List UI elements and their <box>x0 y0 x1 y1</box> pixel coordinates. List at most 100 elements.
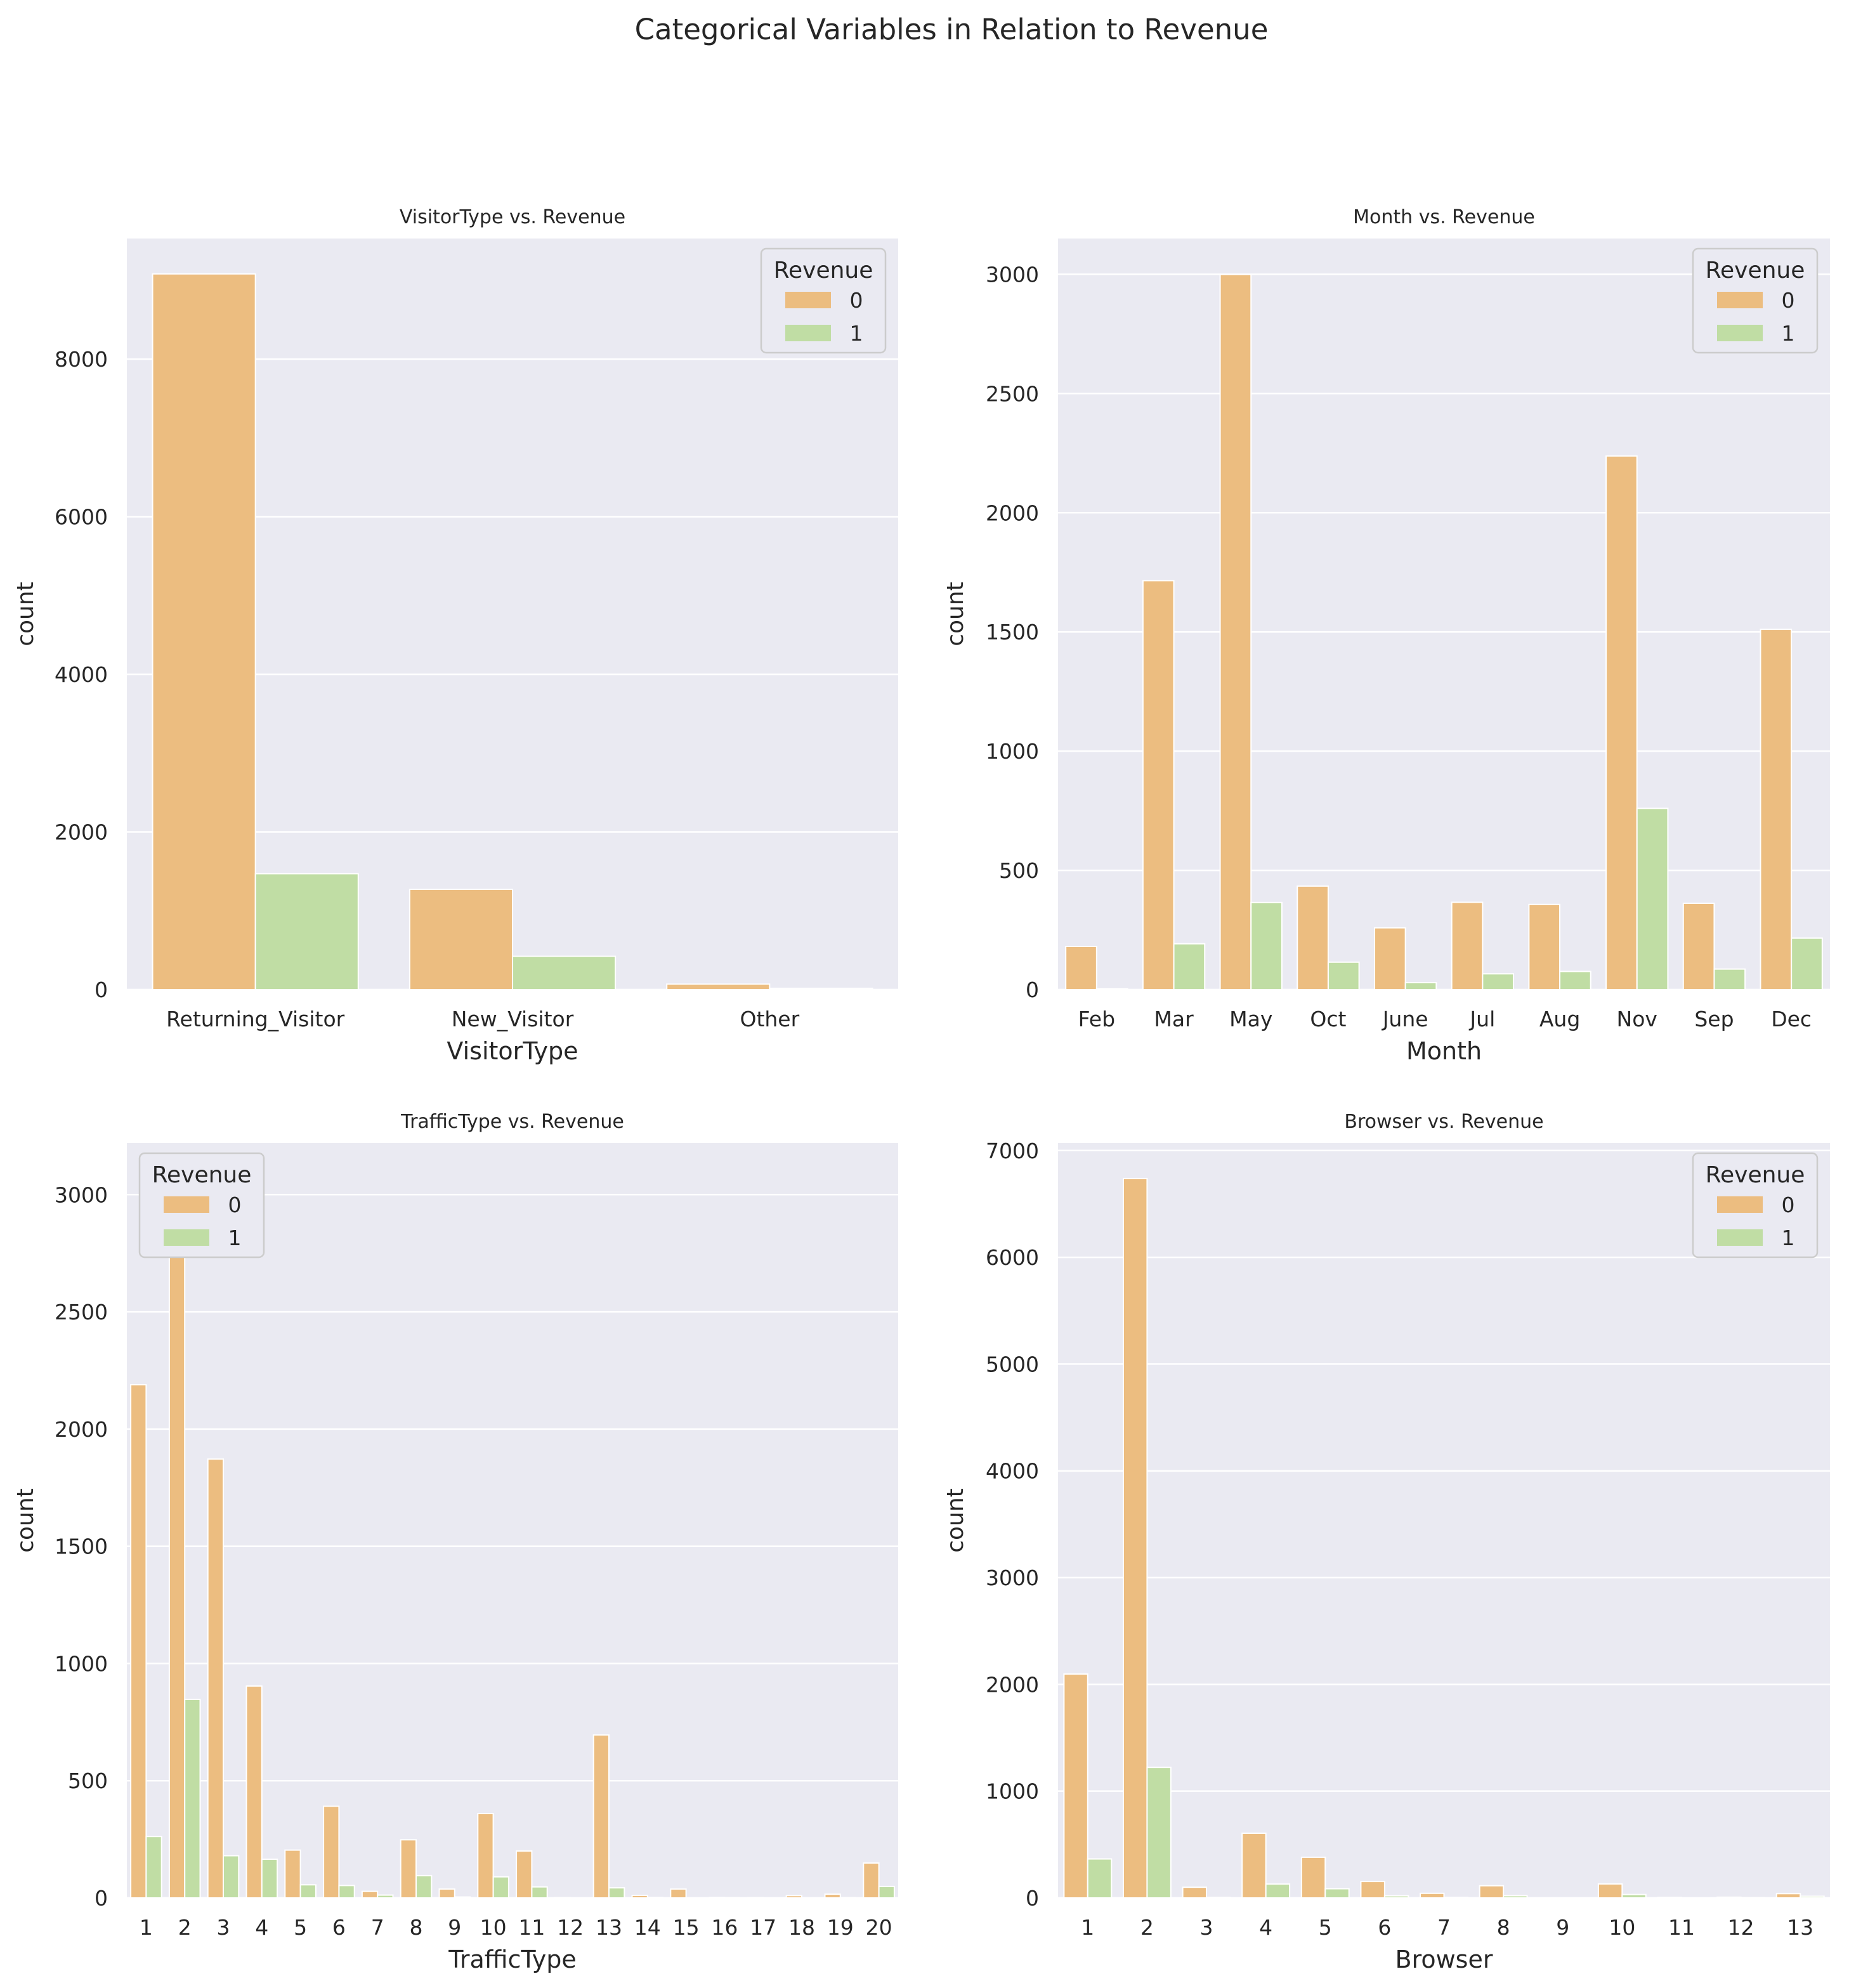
month-ytick-label: 1000 <box>986 739 1039 764</box>
traffictype-bar-revenue-1 <box>299 1884 317 1899</box>
browser-bar-revenue-0 <box>1657 1897 1682 1899</box>
legend-label-revenue-0: 0 <box>228 1193 242 1217</box>
browser-bar-revenue-1 <box>1503 1895 1528 1899</box>
month-bar-revenue-1 <box>1559 971 1591 990</box>
browser-xtick-label: 11 <box>1668 1915 1695 1940</box>
traffictype-bar-revenue-1 <box>878 1885 895 1899</box>
traffictype-ytick-label: 1000 <box>55 1651 108 1676</box>
legend-label-revenue-0: 0 <box>1782 1193 1795 1217</box>
traffictype-xtick-label: 9 <box>448 1915 461 1940</box>
traffictype-ytick-label: 1500 <box>55 1534 108 1559</box>
visitortype-legend: Revenue 0 1 <box>760 247 887 354</box>
browser-bar-revenue-1 <box>1206 1897 1231 1899</box>
month-xtick-label: Nov <box>1617 1007 1657 1031</box>
figure-suptitle: Categorical Variables in Relation to Rev… <box>635 13 1269 46</box>
legend-title: Revenue <box>774 258 873 284</box>
traffictype-bar-revenue-1 <box>223 1855 240 1899</box>
month-xtick-label: Aug <box>1539 1007 1580 1031</box>
traffictype-bar-revenue-0 <box>785 1895 803 1899</box>
month-bar-revenue-0 <box>1219 273 1252 990</box>
browser-ytick-label: 6000 <box>986 1245 1039 1270</box>
month-xtick-label: Dec <box>1771 1007 1812 1031</box>
traffictype-xtick-label: 14 <box>634 1915 661 1940</box>
browser-xtick-label: 13 <box>1787 1915 1813 1940</box>
visitortype-bar-revenue-0 <box>408 888 513 990</box>
traffictype-title: TrafficType vs. Revenue <box>400 1111 624 1133</box>
traffictype-bar-revenue-1 <box>145 1836 162 1899</box>
traffictype-bar-revenue-0 <box>361 1890 379 1899</box>
traffictype-bar-revenue-1 <box>377 1894 394 1899</box>
visitortype-bar-revenue-0 <box>666 983 771 990</box>
month-ytick-label: 0 <box>1026 978 1039 1002</box>
legend-swatch-revenue-1 <box>785 325 831 341</box>
traffictype-ytick-label: 500 <box>68 1769 108 1793</box>
browser-bar-revenue-0 <box>1182 1887 1208 1899</box>
month-ytick-label: 3000 <box>986 262 1039 287</box>
month-bar-revenue-1 <box>1404 982 1437 991</box>
subplot-month: 0 500 1000 1500 2000 2500 3000 Feb Mar May Oct June… <box>943 206 1830 1065</box>
legend-swatch-revenue-1 <box>164 1229 209 1246</box>
month-title: Month vs. Revenue <box>1353 206 1535 228</box>
traffictype-xtick-label: 10 <box>480 1915 507 1940</box>
traffictype-ytick-label: 2000 <box>55 1417 108 1442</box>
browser-legend: Revenue 0 1 <box>1692 1152 1819 1259</box>
traffictype-bar-revenue-0 <box>516 1850 533 1899</box>
browser-bar-revenue-0 <box>1479 1885 1505 1899</box>
traffictype-ytick-label: 2500 <box>55 1300 108 1324</box>
month-bar-revenue-1 <box>1173 943 1206 991</box>
subplot-visitortype: 0 2000 4000 6000 8000 Returning_Visitor New_Vi… <box>13 206 898 1065</box>
browser-bar-revenue-0 <box>1241 1833 1267 1899</box>
browser-bar-revenue-0 <box>1360 1881 1385 1899</box>
browser-ytick-label: 7000 <box>986 1139 1039 1163</box>
month-bar-revenue-1 <box>1713 968 1746 991</box>
month-bar-revenue-0 <box>1373 927 1406 991</box>
visitortype-bar-revenue-1 <box>769 988 873 991</box>
browser-bar-revenue-0 <box>1775 1893 1801 1899</box>
month-bar-revenue-1 <box>1791 937 1823 990</box>
traffictype-bar-revenue-0 <box>438 1888 455 1899</box>
browser-xtick-label: 9 <box>1556 1915 1569 1940</box>
traffictype-xtick-label: 15 <box>673 1915 700 1940</box>
browser-plot-area <box>1058 1143 1830 1898</box>
browser-bar-revenue-1 <box>1740 1897 1766 1899</box>
browser-ytick-label: 2000 <box>986 1672 1039 1697</box>
month-bar-revenue-0 <box>1451 901 1484 990</box>
visitortype-bar-revenue-0 <box>152 273 256 990</box>
visitortype-xtick-label: Other <box>740 1007 799 1031</box>
traffictype-xtick-label: 16 <box>711 1915 738 1940</box>
browser-bar-revenue-1 <box>1443 1896 1468 1899</box>
legend-swatch-revenue-1 <box>1717 325 1763 341</box>
legend-label-revenue-1: 1 <box>850 321 863 346</box>
traffictype-bar-revenue-0 <box>631 1894 648 1899</box>
month-ytick-label: 2500 <box>986 381 1039 406</box>
browser-xlabel: Browser <box>1395 1945 1493 1973</box>
traffictype-bar-revenue-0 <box>323 1805 340 1899</box>
month-bar-revenue-0 <box>1682 902 1715 990</box>
month-xtick-label: Feb <box>1078 1007 1115 1031</box>
month-xtick-label: Jul <box>1468 1007 1495 1031</box>
traffictype-xtick-label: 4 <box>255 1915 268 1940</box>
month-legend: Revenue 0 1 <box>1692 247 1819 354</box>
visitortype-xlabel: VisitorType <box>447 1037 578 1065</box>
month-xtick-label: Oct <box>1310 1007 1346 1031</box>
traffictype-xtick-label: 3 <box>217 1915 230 1940</box>
browser-ytick-label: 4000 <box>986 1459 1039 1484</box>
traffictype-bar-revenue-1 <box>646 1897 664 1899</box>
traffictype-xtick-label: 1 <box>140 1915 153 1940</box>
traffictype-bar-revenue-0 <box>168 1178 186 1899</box>
browser-bar-revenue-0 <box>1300 1856 1326 1899</box>
traffictype-bar-revenue-0 <box>824 1893 841 1899</box>
month-ytick-label: 500 <box>999 858 1039 883</box>
legend-swatch-revenue-0 <box>1717 1196 1763 1213</box>
legend-swatch-revenue-0 <box>1717 292 1763 308</box>
visitortype-xtick-label: New_Visitor <box>452 1007 574 1031</box>
browser-bar-revenue-1 <box>1324 1888 1350 1899</box>
legend-title: Revenue <box>1706 258 1805 284</box>
month-bar-revenue-1 <box>1250 901 1283 991</box>
traffictype-ytick-label: 0 <box>95 1886 108 1911</box>
legend-swatch-revenue-1 <box>1717 1229 1763 1246</box>
browser-xtick-label: 10 <box>1609 1915 1635 1940</box>
visitortype-bar-revenue-1 <box>254 873 359 990</box>
traffictype-bar-revenue-1 <box>184 1698 201 1899</box>
